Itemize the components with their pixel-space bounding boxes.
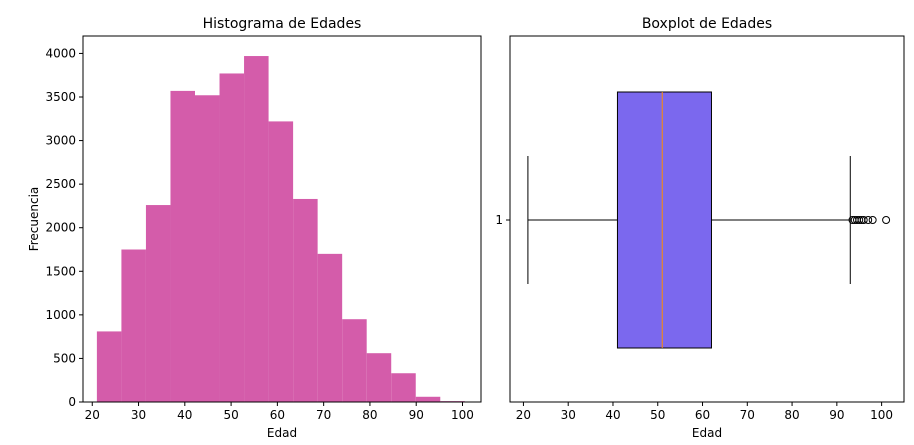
x-tick-label: 100: [870, 408, 893, 422]
x-tick-label: 40: [177, 408, 192, 422]
x-tick-label: 80: [784, 408, 799, 422]
boxplot-axes-frame: [509, 35, 905, 403]
histogram-bar: [145, 205, 171, 402]
x-tick-label: 30: [131, 408, 146, 422]
histogram-bar: [317, 253, 343, 402]
boxplot-y-ticks: 1: [495, 213, 510, 227]
histogram-y-ticks: 0 500 1000 1500 2000 2500 3000 3500 4000: [45, 46, 83, 409]
histogram-axes-frame: [82, 35, 482, 403]
boxplot-outlier: [882, 216, 891, 224]
y-tick-label: 3000: [45, 134, 76, 148]
boxplot-outlier: [864, 216, 873, 224]
y-tick-label: 0: [68, 395, 76, 409]
x-tick-label: 50: [650, 408, 665, 422]
y-tick-label: 1500: [45, 264, 76, 278]
histogram-bar: [391, 373, 416, 402]
y-tick-label: 4000: [45, 46, 76, 60]
y-tick-label: 3500: [45, 90, 76, 104]
histogram-bar: [96, 331, 122, 402]
y-tick-label: 2000: [45, 221, 76, 235]
x-tick-label: 20: [85, 408, 100, 422]
histogram-bar: [194, 95, 220, 402]
boxplot-outlier: [868, 216, 877, 224]
histogram-bar: [342, 319, 367, 402]
histogram-x-label: Edad: [267, 426, 297, 440]
histogram-bar: [268, 121, 294, 403]
histogram-panel: Histograma de Edades 20 30 40 50 60 70 80 90 100…: [27, 16, 482, 440]
x-tick-label: 80: [362, 408, 377, 422]
histogram-bar: [415, 396, 441, 402]
y-tick-label: 1000: [45, 308, 76, 322]
histogram-bar: [293, 198, 318, 402]
boxplot-box: [616, 91, 712, 349]
histogram-bar: [219, 73, 245, 402]
histogram-bar: [170, 90, 195, 403]
boxplot-x-label: Edad: [692, 426, 722, 440]
x-tick-label: 60: [270, 408, 285, 422]
boxplot-outlier: [855, 216, 864, 224]
histogram-bars: [96, 56, 465, 403]
x-tick-label: 90: [829, 408, 844, 422]
x-tick-label: 90: [409, 408, 424, 422]
histogram-bar: [244, 56, 269, 403]
x-tick-label: 50: [223, 408, 238, 422]
x-tick-label: 20: [516, 408, 531, 422]
x-tick-label: 100: [451, 408, 474, 422]
histogram-y-label: Frecuencia: [27, 187, 41, 252]
histogram-bar: [366, 353, 392, 402]
boxplot-outlier: [859, 216, 868, 224]
boxplot-body: [527, 91, 891, 349]
y-tick-label: 1: [495, 213, 503, 227]
histogram-title: Histograma de Edades: [203, 16, 362, 32]
boxplot-title: Boxplot de Edades: [642, 16, 772, 32]
histogram-x-ticks: 20 30 40 50 60 70 80 90 100: [85, 402, 474, 422]
y-tick-label: 500: [53, 351, 76, 365]
boxplot-panel: Boxplot de Edades 20 30 40 50 60 70 80 90 100 1 …: [495, 16, 905, 440]
x-tick-label: 60: [695, 408, 710, 422]
y-tick-label: 2500: [45, 177, 76, 191]
x-tick-label: 70: [316, 408, 331, 422]
x-tick-label: 30: [561, 408, 576, 422]
x-tick-label: 40: [605, 408, 620, 422]
x-tick-label: 70: [740, 408, 755, 422]
histogram-bar: [121, 249, 146, 402]
boxplot-x-ticks: 20 30 40 50 60 70 80 90 100: [516, 402, 893, 422]
